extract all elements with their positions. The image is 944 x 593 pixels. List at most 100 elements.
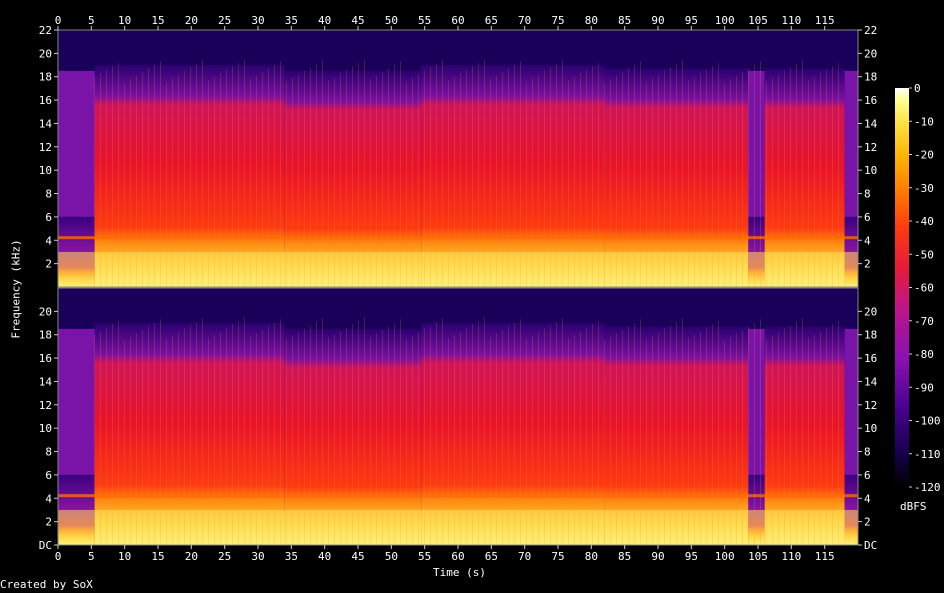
- x-tick-label-top: 25: [218, 14, 231, 27]
- spectrogram-haze: [58, 328, 95, 475]
- x-tick-label-bottom: 10: [118, 550, 131, 563]
- colorbar-tick-label: -110: [914, 448, 941, 461]
- colorbar-tick-label: -30: [914, 182, 934, 195]
- colorbar-label: dBFS: [900, 500, 927, 513]
- channel-1-spectrogram: [57, 29, 859, 288]
- x-tick-label-bottom: 55: [418, 550, 431, 563]
- y-tick-label-right: 2: [864, 258, 871, 271]
- y-tick-label-left: 2: [45, 516, 52, 529]
- y-tick-label-left: 8: [45, 446, 52, 459]
- x-tick-label-bottom: 0: [55, 550, 62, 563]
- x-tick-label-bottom: 110: [781, 550, 801, 563]
- channel-2-spectrogram: [57, 287, 859, 546]
- y-tick-label-left: 18: [39, 71, 52, 84]
- y-tick-label-left: 20: [39, 47, 52, 60]
- sox-credit: Created by SoX: [0, 578, 93, 591]
- tone-line: [58, 236, 858, 240]
- y-tick-label-left: 12: [39, 399, 52, 412]
- y-tick-label-right: 4: [864, 492, 871, 505]
- x-tick-label-top: 110: [781, 14, 801, 27]
- colorbar-tick-label: -50: [914, 248, 934, 261]
- colorbar: 0 -10 -20 -30 -40 -50 -60 -70 -80 -90 -100 -110 -120: [895, 82, 941, 494]
- x-tick-label-top: 50: [385, 14, 398, 27]
- x-tick-label-top: 45: [351, 14, 364, 27]
- y-tick-label-left: 6: [45, 211, 52, 224]
- x-tick-label-bottom: 35: [285, 550, 298, 563]
- y-tick-label-right: 4: [864, 234, 871, 247]
- y-tick-label-right: 16: [864, 352, 877, 365]
- x-tick-label-bottom: 65: [485, 550, 498, 563]
- x-tick-label-bottom: 115: [815, 550, 835, 563]
- y-tick-label-right: 10: [864, 422, 877, 435]
- y-tick-label-left: 8: [45, 188, 52, 201]
- x-tick-label-top: 85: [618, 14, 631, 27]
- spectrogram-segment: [94, 323, 285, 545]
- colorbar-tick-label: -100: [914, 415, 941, 428]
- spectrogram-haze: [748, 328, 765, 475]
- y-tick-label-right: 18: [864, 329, 877, 342]
- spectrogram-haze: [58, 70, 95, 217]
- x-tick-label-top: 35: [285, 14, 298, 27]
- y-tick-label-right: 8: [864, 188, 871, 201]
- x-tick-label-top: 40: [318, 14, 331, 27]
- x-tick-label-bottom: 25: [218, 550, 231, 563]
- y-tick-label-left: 10: [39, 164, 52, 177]
- spectrogram-segment: [284, 70, 422, 288]
- spectrogram-segment: [764, 68, 845, 287]
- y-tick-label-right: 12: [864, 141, 877, 154]
- colorbar-tick-label: -70: [914, 315, 934, 328]
- y-tick-label-right: 6: [864, 211, 871, 224]
- x-tick-label-bottom: 85: [618, 550, 631, 563]
- colorbar-tick-label: -20: [914, 149, 934, 162]
- y-tick-label-left: 2: [45, 258, 52, 271]
- y-axis-label: Frequency (kHz): [9, 239, 23, 339]
- tone-line: [58, 494, 858, 498]
- y-tick-label-right: 6: [864, 469, 871, 482]
- spectrogram-segment: [421, 323, 605, 545]
- spectrogram-segment: [604, 326, 748, 545]
- x-tick-label-bottom: 45: [351, 550, 364, 563]
- colorbar-tick-label: -40: [914, 215, 934, 228]
- x-tick-label-top: 100: [715, 14, 735, 27]
- low-frequency-band: [58, 509, 858, 545]
- x-tick-label-top: 10: [118, 14, 131, 27]
- spectrogram-segment: [94, 65, 285, 287]
- spectrogram-segment: [604, 68, 748, 287]
- y-tick-label-right: 18: [864, 71, 877, 84]
- x-tick-label-bottom: 95: [685, 550, 698, 563]
- y-tick-label-left: 20: [39, 305, 52, 318]
- x-tick-label-top: 95: [685, 14, 698, 27]
- x-tick-label-top: 30: [251, 14, 264, 27]
- x-tick-label-top: 105: [748, 14, 768, 27]
- spectrogram-segment: [421, 65, 605, 287]
- low-frequency-band: [58, 251, 858, 287]
- x-axis-label: Time (s): [433, 566, 486, 579]
- y-tick-label-right: 14: [864, 117, 878, 130]
- colorbar-tick-label: -120: [914, 481, 941, 494]
- y-tick-label-right: 16: [864, 94, 877, 107]
- y-tick-label-left: 14: [39, 117, 53, 130]
- x-tick-label-bottom: 20: [185, 550, 198, 563]
- x-tick-label-top: 90: [651, 14, 664, 27]
- y-tick-label-left: 18: [39, 329, 52, 342]
- y-tick-label-right: 22: [864, 24, 877, 37]
- x-tick-label-top: 5: [88, 14, 95, 27]
- y-tick-label-left: 4: [45, 492, 52, 505]
- x-tick-label-bottom: 40: [318, 550, 331, 563]
- y-tick-label-left: 4: [45, 234, 52, 247]
- y-tick-label-right: 12: [864, 399, 877, 412]
- spectrogram-haze: [844, 328, 858, 475]
- y-tick-label-left: 6: [45, 469, 52, 482]
- y-tick-label-right: 20: [864, 47, 877, 60]
- x-tick-label-top: 20: [185, 14, 198, 27]
- colorbar-gradient: [895, 88, 909, 487]
- x-tick-label-bottom: 50: [385, 550, 398, 563]
- x-tick-label-bottom: 105: [748, 550, 768, 563]
- x-tick-label-top: 55: [418, 14, 431, 27]
- x-tick-label-top: 70: [518, 14, 531, 27]
- x-tick-label-top: 115: [815, 14, 835, 27]
- x-tick-label-bottom: 75: [551, 550, 564, 563]
- colorbar-tick-label: -90: [914, 381, 934, 394]
- y-tick-label-right: 20: [864, 305, 877, 318]
- spectrogram-segment: [284, 328, 422, 545]
